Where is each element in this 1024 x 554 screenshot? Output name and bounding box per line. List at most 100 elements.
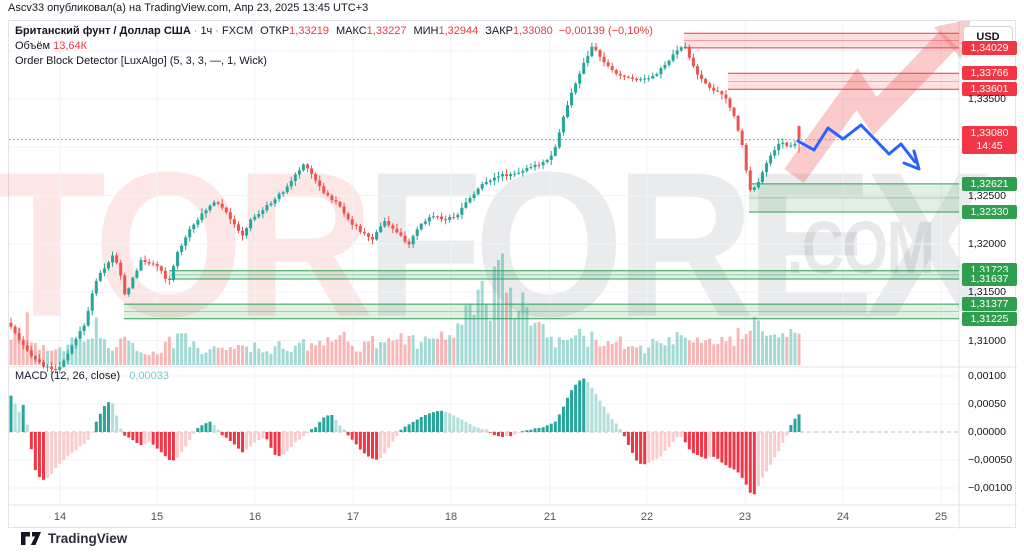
candle xyxy=(582,62,586,74)
candle xyxy=(403,235,407,242)
interval-label[interactable]: 1ч xyxy=(200,25,213,37)
candle xyxy=(86,310,90,326)
candle xyxy=(411,235,415,245)
candle xyxy=(236,224,240,231)
volume-bar xyxy=(273,346,277,365)
volume-bar xyxy=(732,345,736,365)
symbol-title[interactable]: Британский фунт / Доллар США xyxy=(15,25,191,37)
volume-bar xyxy=(318,340,322,365)
macd-bar xyxy=(618,429,622,432)
candle xyxy=(687,46,691,58)
chart-canvas[interactable] xyxy=(9,21,1017,529)
candle xyxy=(691,57,695,67)
volume-bar xyxy=(748,330,752,365)
macd-bar xyxy=(94,421,98,432)
macd-bar xyxy=(29,432,33,450)
macd-bar xyxy=(602,406,606,432)
macd-bar xyxy=(102,406,106,432)
macd-bar xyxy=(480,429,484,432)
candle xyxy=(720,91,724,95)
candle xyxy=(338,201,342,207)
volume-bar xyxy=(371,335,375,365)
macd-bar xyxy=(675,432,679,438)
price-scale-label: 0,00000 xyxy=(968,426,1006,438)
legend-indicator-row[interactable]: Order Block Detector [LuxAlgo] (5, 3, 3,… xyxy=(15,54,653,69)
volume-bar xyxy=(752,316,756,365)
volume-bar xyxy=(127,340,131,365)
volume-bar xyxy=(147,355,151,365)
volume-bar xyxy=(468,303,472,365)
candle xyxy=(147,262,151,264)
candle xyxy=(760,172,764,182)
volume-bar xyxy=(602,345,606,365)
candle xyxy=(135,270,139,278)
volume-bar xyxy=(708,338,712,365)
volume-bar xyxy=(760,331,764,365)
indicator-name[interactable]: Order Block Detector [LuxAlgo] xyxy=(15,55,167,67)
legend-volume-row[interactable]: Объём 13,64К xyxy=(15,39,653,54)
volume-bar xyxy=(314,345,318,365)
volume-bar xyxy=(176,333,180,365)
candle xyxy=(456,214,460,218)
candle xyxy=(590,46,594,57)
low-label: МИН xyxy=(413,25,439,37)
macd-bar xyxy=(301,432,305,437)
candle xyxy=(659,68,663,75)
volume-bar xyxy=(427,338,431,365)
macd-bar xyxy=(326,415,330,432)
candle xyxy=(675,50,679,55)
macd-bar xyxy=(533,428,537,432)
candle xyxy=(594,46,598,51)
volume-bar xyxy=(277,341,281,365)
macd-legend[interactable]: MACD (12, 26, close) 0,00033 xyxy=(15,370,169,382)
volume-bar xyxy=(220,347,224,365)
macd-title[interactable]: MACD xyxy=(15,370,48,382)
macd-bar xyxy=(387,432,391,448)
candle xyxy=(565,105,569,117)
macd-bar xyxy=(590,387,594,432)
volume-bar xyxy=(513,318,517,365)
candle xyxy=(366,233,370,238)
candle xyxy=(257,213,261,217)
candle xyxy=(37,359,41,362)
volume-bar xyxy=(362,341,366,365)
volume-bar xyxy=(647,347,651,365)
candle xyxy=(196,220,200,225)
macd-bar xyxy=(570,390,574,432)
volume-bar xyxy=(346,341,350,365)
macd-bar xyxy=(200,425,204,432)
price-scale-label: 1,31637 xyxy=(962,272,1017,287)
candle xyxy=(614,69,618,74)
tradingview-footer[interactable]: TradingView xyxy=(20,531,127,546)
volume-bar xyxy=(33,342,37,365)
volume-bar xyxy=(265,351,269,365)
macd-bar xyxy=(509,432,513,437)
volume-bar xyxy=(756,320,760,365)
volume-bar xyxy=(517,311,521,365)
price-scale-label: 1,31225 xyxy=(962,311,1017,326)
volume-bar xyxy=(614,341,618,365)
candle xyxy=(241,230,245,236)
macd-bar xyxy=(765,432,769,472)
candle xyxy=(297,170,301,175)
candle xyxy=(679,47,683,51)
candle xyxy=(647,78,651,80)
macd-bar xyxy=(501,432,505,438)
legend-symbol-row[interactable]: Британский фунт / Доллар США · 1ч · FXCM ОТКР… xyxy=(15,24,653,39)
macd-bar xyxy=(541,427,545,432)
macd-bar xyxy=(90,432,94,433)
candle xyxy=(123,275,127,295)
macd-bar xyxy=(667,432,671,448)
volume-bar xyxy=(261,352,265,365)
macd-bar xyxy=(578,380,582,432)
candle xyxy=(111,255,115,263)
candle xyxy=(155,264,159,267)
volume-bar xyxy=(135,350,139,365)
volume-bar xyxy=(740,338,744,365)
candle xyxy=(586,56,590,63)
volume-bar xyxy=(415,348,419,365)
candle xyxy=(436,216,440,218)
candle xyxy=(354,224,358,227)
candle xyxy=(444,219,448,221)
candle xyxy=(785,142,789,146)
